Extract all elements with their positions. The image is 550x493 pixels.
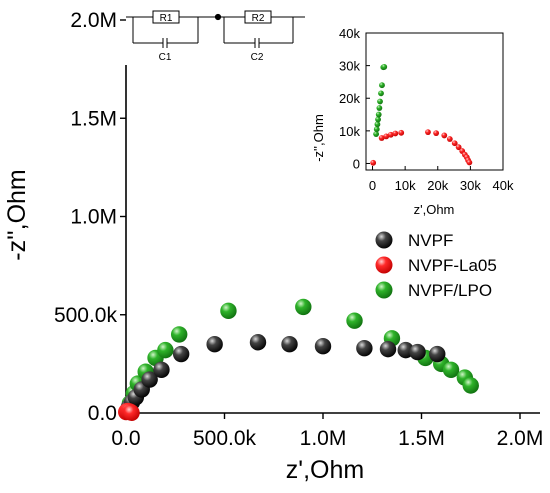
inset-frame [365,32,504,171]
inset-point-nvpf-la05 [446,136,453,142]
inset-y-tick-label: 20k [339,91,360,106]
point-nvpf [249,334,267,351]
point-nvpf-lpo [157,341,174,359]
x-tick-label: 2.0M [497,427,544,450]
inset-point-nvpf-la05 [392,130,399,137]
c2-label: C2 [251,52,264,63]
point-nvpf [206,336,223,353]
y-axis-title: -z'',Ohm [3,169,31,261]
inset-x-tick-label: 40k [493,178,514,193]
legend-marker-nvpf-lpo [375,281,393,299]
inset-y-axis-title: -z'',Ohm [311,114,326,162]
inset-point-nvpf-lpo [378,90,384,97]
inset-point-nvpf-lpo [375,116,381,123]
point-nvpf [409,343,426,361]
inset-axes [365,32,504,171]
inset-point-nvpf-la05 [370,159,377,166]
point-nvpf [153,361,170,378]
point-nvpf [281,336,298,353]
x-tick-label: 1.5M [398,427,445,450]
point-nvpf [314,337,332,355]
y-tick-label: 2.0M [70,9,117,32]
inset-y-tick-label: 10k [339,124,360,139]
point-nvpf [356,339,373,357]
inset-points [370,64,473,166]
point-nvpf [429,345,446,363]
legend-label-nvpf: NVPF [408,231,453,250]
c1-label: C1 [159,52,172,63]
r2-label: R2 [252,13,265,24]
inset-point-nvpf-la05 [387,131,394,138]
inset-point-nvpf-la05 [425,129,431,136]
inset-point-nvpf-lpo [373,131,380,138]
inset-point-nvpf-la05 [378,135,385,141]
y-tick-label: 1.5M [70,107,117,130]
point-nvpf-lpo [462,377,479,394]
main-ticks: 0.0 500.0k 1.0M 1.5M 2.0M 0.0 500.0k 1.0M 1.5M 2.… [54,9,543,450]
x-axis-title: z',Ohm [286,456,364,484]
inset-point-nvpf-la05 [383,133,390,140]
point-nvpf-la05 [123,404,140,422]
inset-point-nvpf-lpo [377,98,383,105]
point-nvpf-lpo [295,298,312,316]
x-tick-label: 1.0M [300,427,347,450]
point-nvpf-lpo [442,361,460,378]
point-nvpf [379,340,397,358]
legend-marker-nvpf-la05 [375,256,393,274]
inset-point-nvpf-la05 [451,140,458,147]
legend-marker-nvpf [375,231,393,249]
inset-point-nvpf-lpo [379,82,385,89]
legend: NVPF NVPF-La05 NVPF/LPO [375,231,497,300]
inset-y-tick-label: 0 [353,156,360,171]
inset-point-nvpf-lpo [374,121,381,128]
inset-x-tick-label: 20k [427,178,448,193]
inset-x-axis-title: z',Ohm [414,202,455,217]
legend-label-nvpf-lpo: NVPF/LPO [408,281,492,300]
inset-ticks: 0 10k 20k 30k 40k 0 10k 20k 30k 40k [339,26,514,193]
inset-point-nvpf-la05 [398,129,405,136]
inset-y-tick-label: 30k [339,59,360,74]
y-tick-label: 500.0k [54,304,118,327]
point-nvpf-lpo [346,312,363,329]
inset-point-nvpf-la05 [455,144,462,151]
inset-point-nvpf-la05 [466,159,473,166]
equivalent-circuit [126,10,305,48]
inset-point-nvpf-la05 [433,130,440,137]
inset-point-nvpf-la05 [441,132,448,139]
main-points [117,298,479,422]
y-tick-label: 1.0M [70,206,117,229]
point-nvpf-lpo [170,326,188,343]
point-nvpf [172,345,190,363]
r1-label: R1 [160,13,173,24]
inset-point-nvpf-lpo [375,111,382,118]
x-tick-label: 0.0 [111,427,140,450]
inset-point-nvpf-lpo [373,126,380,133]
legend-label-nvpf-la05: NVPF-La05 [408,256,497,275]
inset-x-tick-label: 0 [369,178,376,193]
inset-x-tick-label: 10k [395,178,416,193]
point-nvpf-lpo [220,302,237,320]
inset-x-tick-label: 30k [460,178,481,193]
inset-point-nvpf-lpo [381,64,388,70]
point-nvpf [141,371,158,388]
x-tick-label: 500.0k [193,427,257,450]
inset-y-tick-label: 40k [339,26,360,41]
inset-point-nvpf-lpo [376,105,383,111]
main-axes [125,65,540,414]
y-tick-label: 0.0 [88,402,117,425]
